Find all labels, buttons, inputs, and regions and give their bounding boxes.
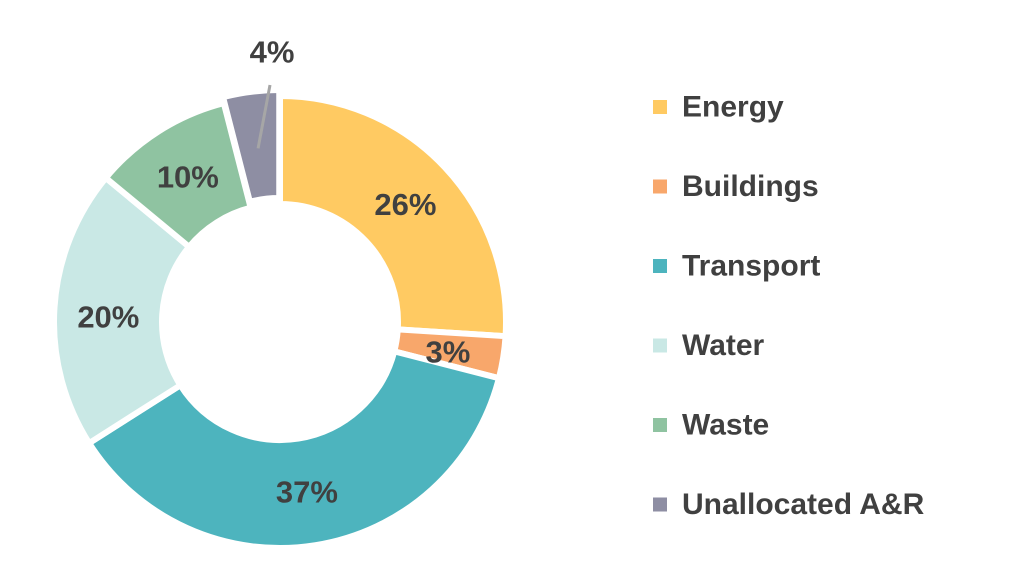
legend-label: Water bbox=[682, 329, 765, 362]
legend-swatch bbox=[653, 338, 667, 353]
data-label: 4% bbox=[250, 35, 295, 70]
slice-transport bbox=[85, 347, 503, 551]
data-label: 20% bbox=[77, 300, 139, 335]
legend-label: Unallocated A&R bbox=[682, 488, 925, 521]
legend-label: Buildings bbox=[682, 170, 819, 203]
legend-swatch bbox=[653, 179, 667, 194]
slice-water bbox=[51, 173, 194, 448]
slice-energy bbox=[277, 92, 509, 340]
legend-label: Transport bbox=[682, 250, 820, 283]
legend-swatch bbox=[653, 100, 667, 114]
legend-swatch bbox=[653, 497, 667, 512]
legend-label: Waste bbox=[682, 409, 769, 442]
legend-swatch bbox=[653, 418, 667, 432]
data-label: 3% bbox=[425, 334, 470, 369]
legend-swatch bbox=[653, 259, 667, 273]
data-label: 10% bbox=[157, 159, 219, 194]
legend-label: Energy bbox=[682, 91, 784, 124]
data-label: 37% bbox=[276, 474, 338, 509]
leader-line bbox=[256, 84, 272, 149]
data-label: 26% bbox=[374, 187, 436, 222]
